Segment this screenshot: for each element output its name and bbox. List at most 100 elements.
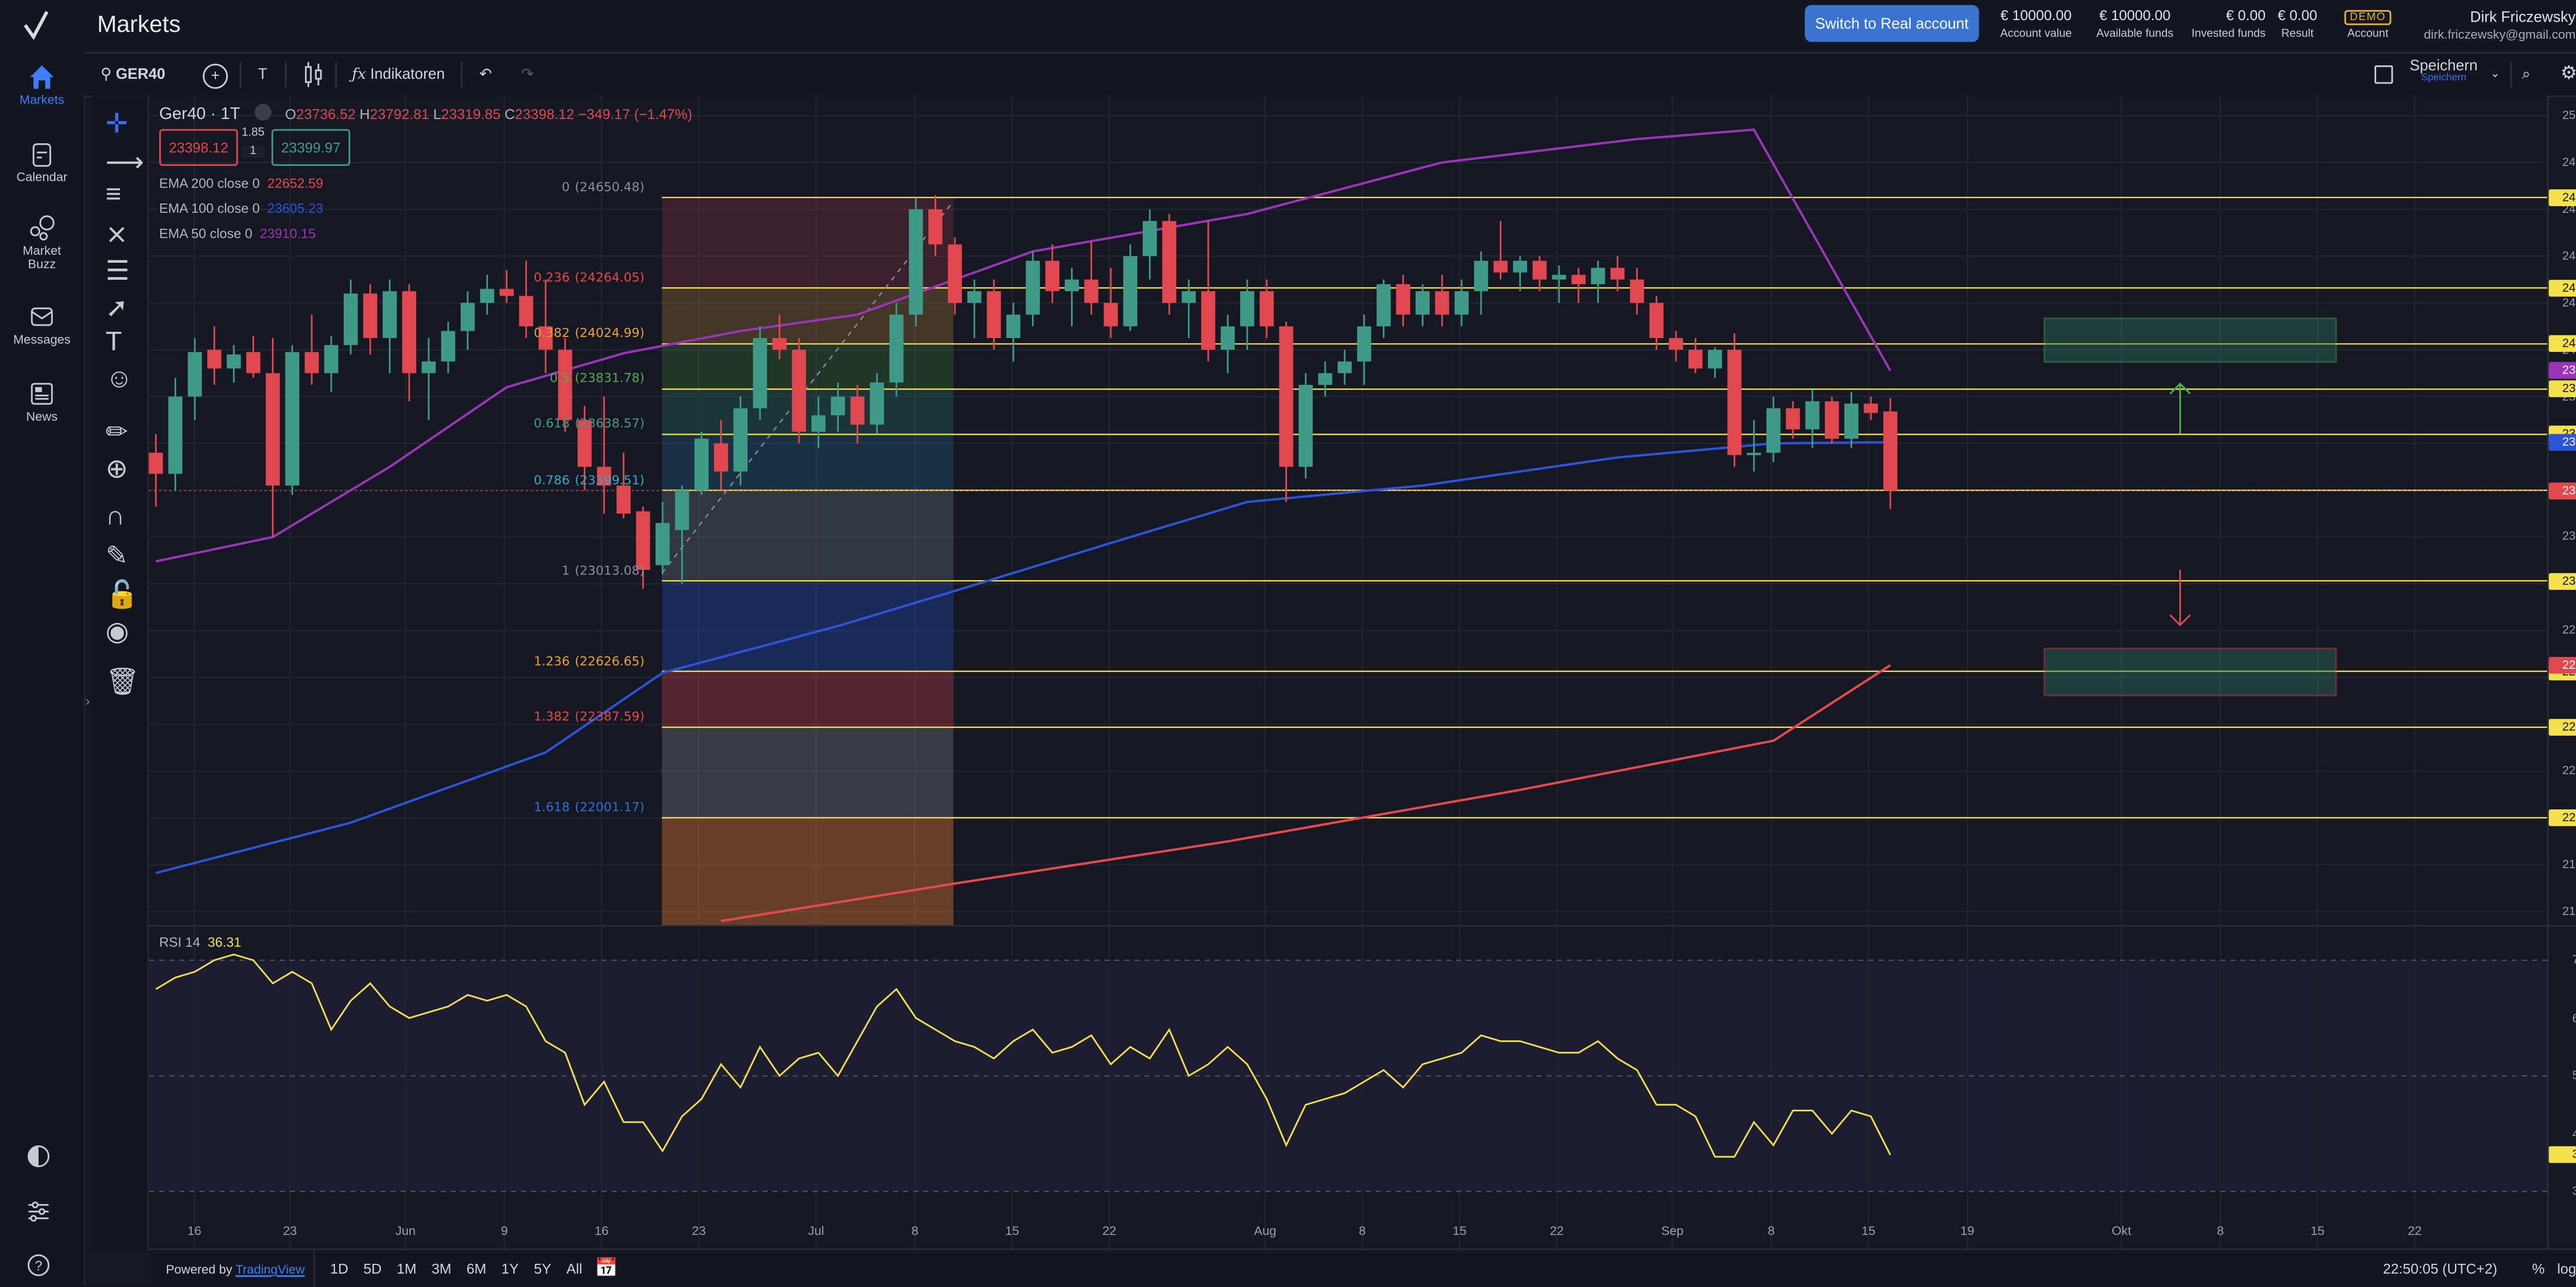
horizontal-lines-icon[interactable]: ≡: [105, 181, 122, 210]
sidebar-item-market-buzz[interactable]: Market Buzz: [0, 214, 84, 272]
redo-icon[interactable]: ↷: [521, 65, 534, 82]
symbol-label: GER40: [115, 65, 165, 82]
save-sublabel: Speichern: [2421, 74, 2467, 84]
candle-body: [1279, 326, 1294, 467]
symbol-search[interactable]: ⚲ GER40: [100, 62, 165, 87]
clock[interactable]: 22:50:05 (UTC+2): [2383, 1260, 2498, 1277]
ema-value: 23910.15: [260, 226, 316, 242]
candle-body: [1045, 261, 1060, 292]
collapse-legend-icon[interactable]: [254, 104, 272, 121]
emoji-icon[interactable]: ☺: [105, 365, 133, 394]
candle-body: [1454, 291, 1469, 315]
candle-body: [947, 244, 962, 303]
ema-200-legend[interactable]: EMA 200 close 0 22652.59: [159, 176, 323, 191]
candle-body: [1026, 261, 1040, 315]
range-button-5d[interactable]: 5D: [363, 1260, 382, 1277]
rsi-tick-label: 50.00: [2550, 1068, 2576, 1082]
candle-body: [616, 485, 631, 514]
candle-body: [1532, 261, 1547, 280]
range-button-all[interactable]: All: [566, 1260, 583, 1277]
candle-body: [344, 293, 358, 345]
legend-symbol: Ger40 · 1T: [159, 105, 241, 124]
candle-body: [928, 209, 943, 245]
ema-100-legend[interactable]: EMA 100 close 0 23605.23: [159, 201, 323, 216]
candle-body: [1337, 361, 1352, 374]
candle-body: [1688, 349, 1703, 369]
candle-body: [1474, 261, 1488, 292]
candle-body: [792, 349, 806, 432]
switch-to-real-account-button[interactable]: Switch to Real account: [1805, 5, 1979, 42]
help-icon[interactable]: ?: [27, 1254, 50, 1277]
sidebar-item-label: Market Buzz: [23, 243, 61, 272]
expand-chevron-icon[interactable]: ›: [85, 693, 90, 709]
range-button-5y[interactable]: 5Y: [534, 1260, 552, 1277]
range-button-6m[interactable]: 6M: [466, 1260, 486, 1277]
candle-body: [694, 438, 709, 490]
buy-button[interactable]: 23399.97: [271, 129, 350, 166]
candle-body: [148, 452, 163, 474]
undo-icon[interactable]: ↶: [479, 65, 492, 82]
candle-body: [811, 415, 826, 432]
demo-badge: DEMO: [2345, 10, 2391, 25]
date-range-calendar-icon[interactable]: 📅: [595, 1258, 618, 1279]
range-button-1y[interactable]: 1Y: [501, 1260, 519, 1277]
quantity-field[interactable]: 1: [241, 145, 265, 158]
calendar-icon: [32, 143, 52, 167]
fib-trend-line: [661, 200, 954, 574]
candle-body: [1084, 279, 1098, 303]
theme-contrast-icon[interactable]: [27, 1145, 50, 1169]
candle-body: [1143, 221, 1157, 257]
candle-body: [246, 352, 261, 374]
sidebar-item-label: News: [26, 409, 58, 424]
price-tick-label: 25000.00: [2562, 107, 2576, 123]
magnet-icon[interactable]: ∩: [105, 502, 125, 532]
sidebar-item-label: Markets: [19, 92, 64, 108]
ema-50-legend[interactable]: EMA 50 close 0 23910.15: [159, 226, 316, 241]
result: € 0.00 Result: [2273, 7, 2323, 40]
user-info[interactable]: Dirk Friczewsky dirk.friczewsky@gmail.co…: [2363, 8, 2576, 42]
time-tick-label: Okt: [2111, 1223, 2131, 1239]
text-tool-icon[interactable]: T: [105, 328, 122, 357]
log-toggle[interactable]: log: [2557, 1260, 2576, 1277]
candle-body: [421, 361, 436, 374]
range-button-3m[interactable]: 3M: [431, 1260, 452, 1277]
fib-level-price: (22387.59): [574, 708, 645, 724]
sidebar-item-calendar[interactable]: Calendar: [0, 141, 84, 184]
candle-body: [1357, 326, 1371, 362]
drawing-toolbar: ✛ ⟶ ≡ ⨯ ☰ ➚ T ☺ ✏ ⊕ ∩ ✎ 🔓 ◉ 🗑: [92, 95, 149, 1252]
fib-price-axis-label: 22387.59: [2549, 719, 2576, 736]
sidebar-item-messages[interactable]: Messages: [0, 303, 84, 347]
layout-checkbox[interactable]: [2374, 65, 2393, 84]
rsi-legend[interactable]: RSI 14 36.31: [159, 935, 241, 950]
indicators-button[interactable]: ƒx Indikatoren: [352, 62, 445, 87]
candle-body: [1844, 403, 1859, 439]
candle-body: [382, 291, 397, 338]
sidebar-item-news[interactable]: News: [0, 380, 84, 424]
add-symbol-icon[interactable]: +: [202, 63, 228, 89]
candle-body: [675, 490, 689, 530]
chevron-down-icon[interactable]: ⌄: [2490, 69, 2500, 81]
percent-toggle[interactable]: %: [2532, 1260, 2545, 1277]
candle-body: [461, 302, 475, 331]
gear-icon[interactable]: ⚙: [2560, 63, 2576, 84]
interval-button[interactable]: T: [258, 65, 267, 82]
tradingview-link[interactable]: TradingView: [235, 1262, 305, 1277]
price-tick-label: 24800.00: [2562, 154, 2576, 170]
quick-search-icon[interactable]: ⌕: [2522, 65, 2531, 82]
sell-button[interactable]: 23398.12: [159, 129, 238, 166]
candle-body: [538, 326, 553, 350]
range-button-1d[interactable]: 1D: [330, 1260, 349, 1277]
home-icon: [30, 65, 54, 89]
candle-body: [597, 467, 612, 486]
price-tick-label: 24200.00: [2562, 294, 2576, 310]
sliders-icon[interactable]: [27, 1200, 50, 1224]
fib-level-ratio: 1.382: [534, 708, 570, 724]
candle-type-icon[interactable]: [303, 62, 324, 88]
range-button-1m[interactable]: 1M: [397, 1260, 417, 1277]
account-type: DEMO Account: [2340, 7, 2397, 40]
time-tick-label: 8: [911, 1223, 919, 1239]
save-button[interactable]: Speichern Speichern: [2410, 58, 2478, 84]
candle-body: [870, 382, 884, 425]
sidebar-item-markets[interactable]: Markets: [0, 64, 84, 108]
